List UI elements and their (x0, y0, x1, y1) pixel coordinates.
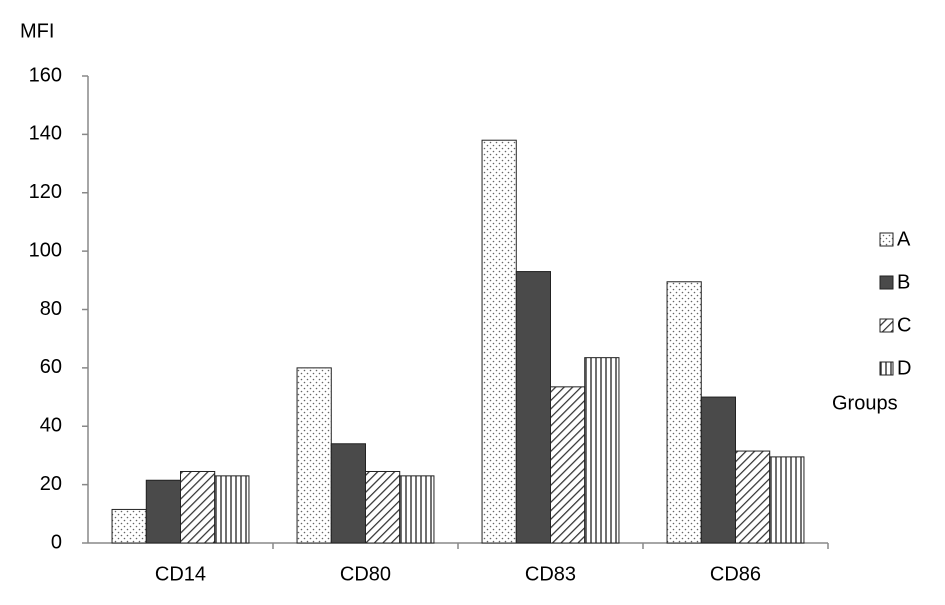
y-tick-label: 100 (29, 239, 62, 261)
legend-label: D (897, 357, 911, 379)
bar (584, 357, 620, 544)
bar (515, 271, 552, 544)
bar (666, 281, 702, 544)
bar (735, 450, 771, 544)
y-tick-label: 80 (40, 298, 62, 320)
bar (296, 367, 332, 544)
y-tick-label: 20 (40, 473, 62, 495)
legend-swatch (879, 318, 894, 333)
legend-label: A (897, 228, 911, 250)
legend-swatch (879, 275, 894, 290)
y-tick-label: 160 (29, 64, 62, 86)
bar (365, 470, 401, 544)
legend-swatch (879, 232, 894, 247)
bar (399, 475, 435, 544)
bar (111, 508, 147, 544)
bar (145, 479, 181, 544)
bar (180, 470, 216, 544)
y-tick-label: 60 (40, 356, 62, 378)
y-tick-label: 0 (51, 531, 62, 553)
legend-title: Groups (832, 392, 898, 414)
x-tick-label: CD14 (155, 563, 206, 585)
bar (330, 443, 366, 544)
y-axis-label: MFI (20, 20, 54, 42)
y-tick-label: 140 (29, 123, 62, 145)
bar (700, 396, 737, 544)
legend-label: B (897, 271, 910, 293)
y-tick-label: 120 (29, 181, 62, 203)
legend-label: C (897, 314, 911, 336)
bar (550, 386, 586, 544)
x-tick-label: CD83 (525, 563, 576, 585)
x-tick-label: CD80 (340, 563, 391, 585)
x-tick-label: CD86 (710, 563, 761, 585)
bar (481, 139, 517, 544)
bar (214, 475, 250, 544)
legend-swatch (879, 361, 894, 376)
y-tick-label: 40 (40, 415, 62, 437)
bar (769, 456, 805, 544)
